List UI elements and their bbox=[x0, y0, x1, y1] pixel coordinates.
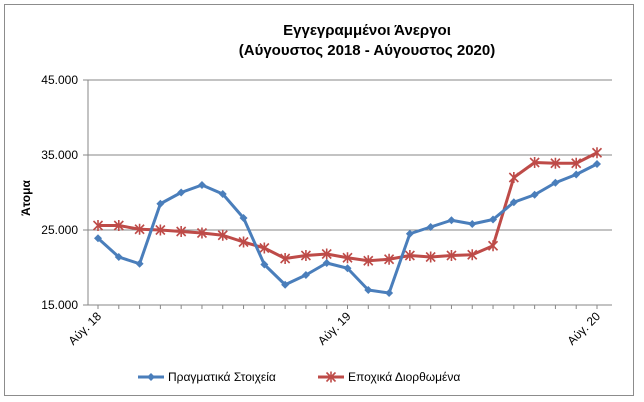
chart-frame bbox=[4, 4, 634, 396]
data-point bbox=[467, 249, 478, 261]
data-point bbox=[113, 220, 124, 231]
data-point bbox=[342, 252, 353, 264]
data-point bbox=[260, 260, 269, 269]
y-tick-labels: 15.000 25.000 35.000 45.000 bbox=[41, 73, 78, 312]
data-point bbox=[197, 181, 206, 189]
data-point bbox=[489, 215, 498, 224]
data-point bbox=[177, 188, 186, 197]
data-point bbox=[343, 264, 352, 273]
data-point bbox=[217, 229, 228, 241]
data-point bbox=[135, 259, 144, 268]
y-tick-label: 15.000 bbox=[41, 298, 78, 312]
data-point bbox=[593, 160, 601, 168]
data-point bbox=[509, 198, 518, 207]
y-axis-label: Άτομα bbox=[19, 180, 33, 216]
grid-lines bbox=[88, 79, 612, 231]
y-tick-label: 35.000 bbox=[41, 148, 78, 162]
data-point bbox=[364, 286, 373, 294]
data-point bbox=[425, 251, 436, 263]
series-group bbox=[92, 147, 603, 297]
data-point bbox=[238, 236, 249, 248]
data-point bbox=[551, 178, 560, 187]
data-point bbox=[321, 248, 332, 260]
legend-label: Πραγματικά Στοιχεία bbox=[168, 370, 276, 384]
data-point bbox=[280, 253, 291, 264]
data-point bbox=[300, 250, 311, 261]
data-point bbox=[114, 253, 123, 261]
data-point bbox=[239, 214, 248, 222]
data-point bbox=[259, 242, 270, 254]
x-tick-label: Αύγ. 18 bbox=[66, 309, 105, 348]
data-point bbox=[363, 255, 374, 267]
legend-item: Πραγματικά Στοιχεία bbox=[138, 370, 276, 384]
data-point bbox=[384, 253, 395, 265]
legend: Πραγματικά Στοιχεία Εποχικά Διορθωμένα bbox=[138, 370, 460, 384]
series-line bbox=[98, 151, 598, 263]
data-point bbox=[147, 373, 155, 381]
series-seasonally-adjusted bbox=[92, 147, 603, 267]
data-point bbox=[468, 220, 477, 228]
data-point bbox=[487, 240, 499, 252]
chart-title-line-1: Εγγεγραμμένοι Άνεργοι bbox=[283, 22, 451, 39]
data-point bbox=[176, 226, 187, 237]
y-tick-label: 25.000 bbox=[41, 223, 78, 237]
data-point bbox=[385, 289, 394, 297]
data-point bbox=[426, 223, 435, 231]
data-point bbox=[218, 190, 227, 198]
series-line bbox=[96, 162, 598, 295]
data-point bbox=[94, 234, 102, 243]
data-point bbox=[571, 157, 582, 169]
x-tick-label: Αύγ. 20 bbox=[565, 309, 604, 348]
data-point bbox=[155, 224, 166, 236]
series-actual bbox=[94, 160, 601, 297]
data-point bbox=[156, 199, 165, 208]
x-tick-labels: Αύγ. 18 Αύγ. 19 Αύγ. 20 bbox=[66, 309, 604, 348]
data-point bbox=[325, 371, 337, 383]
data-point bbox=[405, 229, 414, 238]
data-point bbox=[134, 223, 145, 235]
y-tick-label: 45.000 bbox=[41, 73, 78, 87]
data-point bbox=[301, 271, 310, 279]
data-point bbox=[404, 250, 415, 261]
x-tick-label: Αύγ. 19 bbox=[315, 309, 354, 348]
data-point bbox=[92, 220, 104, 231]
data-point bbox=[446, 250, 457, 261]
data-point bbox=[508, 172, 519, 183]
axes bbox=[83, 79, 612, 309]
chart-title-line-2: (Αύγουστος 2018 - Αύγουστος 2020) bbox=[239, 42, 495, 59]
data-point bbox=[591, 147, 603, 159]
data-point bbox=[572, 170, 581, 179]
legend-item: Εποχικά Διορθωμένα bbox=[318, 370, 460, 384]
data-point bbox=[322, 259, 331, 267]
data-point bbox=[281, 280, 290, 289]
data-point bbox=[529, 157, 540, 168]
data-point bbox=[530, 190, 539, 199]
data-point bbox=[196, 227, 208, 239]
legend-label: Εποχικά Διορθωμένα bbox=[348, 370, 460, 384]
data-point bbox=[550, 157, 561, 169]
data-point bbox=[447, 216, 456, 225]
